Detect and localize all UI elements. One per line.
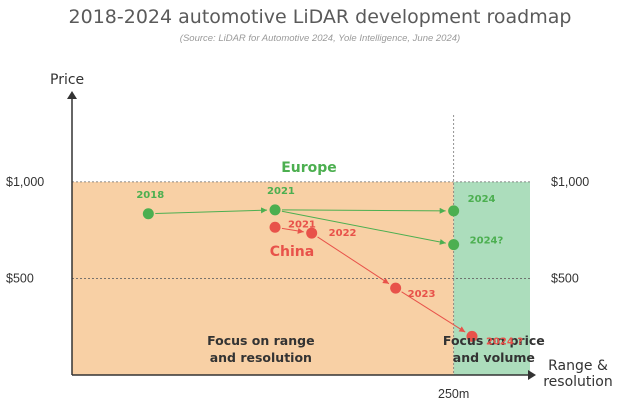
point-label-china-3: 2024 ? bbox=[486, 336, 523, 347]
point-europe-2 bbox=[448, 205, 460, 217]
region-range bbox=[72, 181, 454, 375]
x-tick-label: 250m bbox=[438, 387, 469, 401]
x-axis-label: Range & resolution bbox=[543, 358, 613, 390]
region-label-range: Focus on range and resolution bbox=[207, 333, 314, 365]
point-label-europe-3: 2024? bbox=[470, 236, 504, 247]
path-segment-europe bbox=[282, 207, 446, 214]
point-europe-0 bbox=[142, 208, 154, 220]
point-label-china-2: 2023 bbox=[408, 289, 436, 300]
y-tick-label-left: $500 bbox=[6, 271, 34, 285]
path-segment-europe bbox=[281, 210, 446, 245]
path-segment-europe bbox=[155, 207, 268, 215]
point-china-1 bbox=[306, 227, 318, 239]
point-label-china-1: 2022 bbox=[329, 228, 357, 239]
chart-title: 2018-2024 automotive LiDAR development r… bbox=[68, 6, 572, 28]
point-label-europe-1: 2021 bbox=[267, 186, 295, 197]
y-axis-label: Price bbox=[50, 72, 84, 88]
path-segment-china bbox=[401, 291, 466, 333]
point-label-europe-0: 2018 bbox=[136, 190, 164, 201]
series-label-europe: Europe bbox=[281, 160, 337, 176]
y-tick-label-right: $1,000 bbox=[551, 175, 589, 189]
point-china-0 bbox=[269, 221, 281, 233]
y-tick-label-right: $500 bbox=[551, 271, 579, 285]
path-segment-china bbox=[281, 227, 304, 234]
point-china-3 bbox=[466, 330, 478, 342]
point-europe-3 bbox=[448, 239, 460, 251]
point-china-2 bbox=[390, 282, 402, 294]
y-tick-label-left: $1,000 bbox=[6, 175, 44, 189]
point-europe-1 bbox=[269, 204, 281, 216]
point-label-china-0: 2021 bbox=[288, 219, 316, 230]
chart-subtitle: (Source: LiDAR for Automotive 2024, Yole… bbox=[179, 33, 461, 44]
region-label-price: Focus on price and volume bbox=[443, 333, 545, 365]
point-label-europe-2: 2024 bbox=[468, 194, 496, 205]
path-segment-china bbox=[317, 236, 390, 285]
series-label-china: China bbox=[270, 244, 314, 260]
